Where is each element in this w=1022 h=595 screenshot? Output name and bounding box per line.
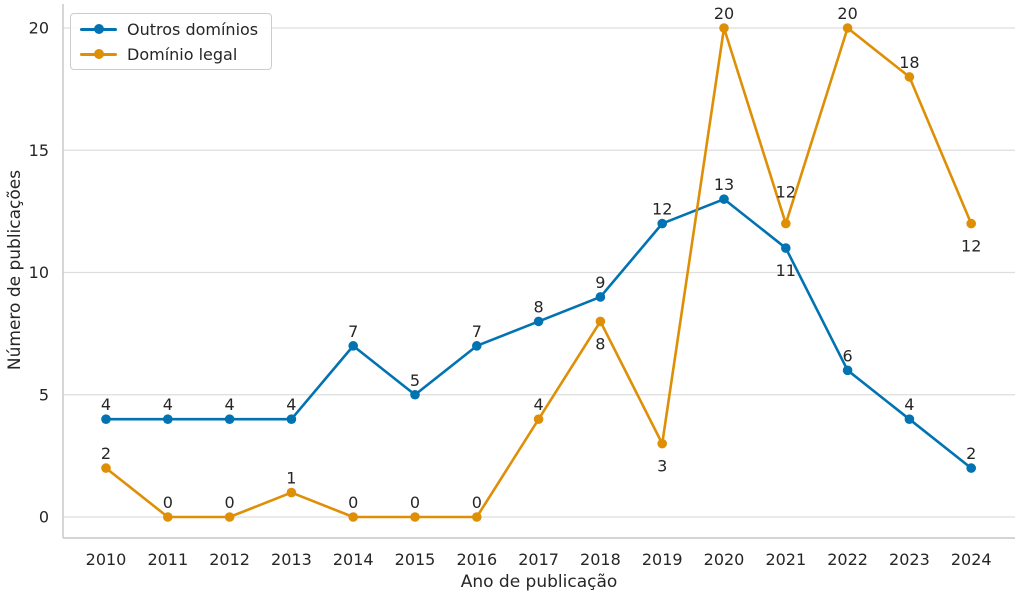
data-point-label: 18 [899, 53, 919, 72]
x-tick-label: 2017 [518, 550, 559, 569]
data-point-label: 6 [843, 346, 853, 365]
data-point-marker [101, 463, 111, 473]
x-axis-label: Ano de publicação [460, 572, 618, 592]
data-point-marker [966, 218, 976, 229]
data-point-marker [904, 414, 915, 425]
series-outros-dominios: 4 4 4 4 7 5 7 8 9 12 13 11 6 4 2 [101, 175, 976, 473]
legend-item-dominio-legal: Domínio legal [80, 42, 258, 66]
data-point-marker [781, 243, 791, 253]
data-point-marker [286, 487, 297, 498]
data-point-marker [286, 414, 297, 425]
data-point-label: 20 [837, 4, 857, 23]
data-point-label: 9 [595, 273, 605, 292]
data-point-marker [348, 512, 359, 522]
data-point-marker [472, 341, 482, 351]
x-tick-label: 2023 [889, 550, 930, 569]
data-point-label: 1 [286, 469, 296, 488]
data-point-label: 0 [472, 493, 482, 512]
legend-line-marker-sample-orange [80, 49, 117, 59]
data-point-label: 4 [163, 395, 173, 414]
x-tick-label: 2018 [580, 550, 621, 569]
data-point-marker [842, 365, 853, 376]
data-point-marker [410, 389, 420, 400]
data-point-label: 4 [904, 395, 914, 414]
data-point-marker [719, 194, 729, 204]
data-point-label: 0 [410, 493, 420, 512]
y-tick-label: 5 [39, 385, 49, 404]
legend-item-outros-dominios: Outros domínios [80, 17, 258, 41]
data-point-label: 13 [714, 175, 734, 194]
data-point-marker [966, 463, 976, 473]
data-point-label: 20 [714, 4, 734, 23]
x-tick-label: 2016 [456, 550, 497, 569]
data-point-label: 5 [410, 371, 420, 390]
data-point-marker [595, 292, 606, 302]
legend-dot-icon [93, 49, 104, 59]
data-point-marker [657, 218, 667, 229]
data-point-label: 7 [348, 322, 358, 341]
y-tick-label: 0 [39, 508, 49, 527]
data-point-marker [533, 414, 544, 425]
y-tick-label: 20 [29, 19, 49, 38]
data-point-label: 7 [472, 322, 482, 341]
data-point-label: 4 [101, 395, 111, 414]
data-point-label: 4 [225, 395, 235, 414]
data-point-label: 12 [652, 200, 672, 219]
data-point-marker [410, 512, 420, 522]
data-point-marker [842, 23, 853, 33]
y-tick-label: 10 [29, 263, 49, 282]
x-tick-label: 2011 [147, 550, 188, 569]
legend-line-marker-sample-blue [80, 24, 117, 34]
data-point-label: 3 [657, 457, 667, 476]
data-point-marker [595, 316, 606, 327]
data-point-label: 11 [776, 261, 796, 280]
x-tick-label: 2021 [765, 550, 806, 569]
data-point-marker [163, 512, 173, 522]
series-line [104, 197, 973, 470]
data-point-marker [781, 218, 791, 229]
data-point-marker [904, 72, 915, 82]
data-point-label: 12 [961, 237, 981, 256]
x-tick-label: 2022 [827, 550, 868, 569]
data-point-label: 4 [286, 395, 296, 414]
data-point-marker [224, 414, 235, 425]
legend-dot-icon [93, 24, 104, 34]
y-tick-label: 15 [29, 141, 49, 160]
data-point-marker [348, 341, 359, 351]
legend-label: Domínio legal [127, 44, 238, 64]
legend: Outros domínios Domínio legal [70, 13, 273, 70]
legend-label: Outros domínios [127, 19, 259, 39]
data-point-label: 2 [966, 444, 976, 463]
x-tick-label: 2024 [951, 550, 992, 569]
data-point-label: 0 [225, 493, 235, 512]
data-point-label: 4 [534, 395, 544, 414]
data-point-label: 0 [163, 493, 173, 512]
data-point-marker [472, 512, 482, 522]
data-point-marker [101, 414, 111, 425]
data-point-marker [657, 438, 667, 449]
x-tick-label: 2015 [395, 550, 436, 569]
data-point-label: 8 [534, 297, 544, 316]
data-point-marker [533, 316, 544, 327]
x-tick-label: 2010 [86, 550, 127, 569]
y-axis-label: Número de publicações [5, 169, 25, 371]
x-tick-label: 2012 [209, 550, 250, 569]
data-point-label: 0 [348, 493, 358, 512]
x-tick-label: 2014 [333, 550, 374, 569]
data-point-label: 2 [101, 444, 111, 463]
data-point-label: 12 [776, 183, 796, 202]
data-point-marker [163, 414, 173, 425]
data-point-label: 8 [595, 334, 605, 353]
x-tick-label: 2013 [271, 550, 312, 569]
data-point-marker [224, 512, 235, 522]
x-tick-label: 2020 [704, 550, 745, 569]
x-tick-label: 2019 [642, 550, 683, 569]
data-point-marker [719, 23, 729, 33]
